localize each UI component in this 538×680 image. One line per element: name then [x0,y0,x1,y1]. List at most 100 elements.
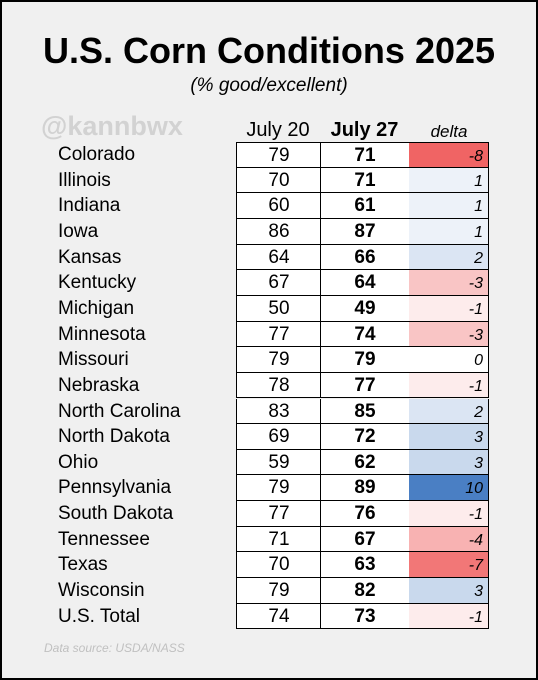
table-row: Wisconsin 79 82 3 [0,578,538,604]
july27-value: 61 [320,193,410,219]
july20-value: 64 [236,245,321,271]
delta-value: -1 [409,501,489,527]
column-header-july20: July 20 [236,119,320,142]
table-row: Kansas 64 66 2 [0,245,538,271]
july20-value: 60 [236,193,321,219]
july20-value: 79 [236,142,321,168]
delta-value: -1 [409,373,489,399]
july20-value: 59 [236,450,321,476]
july27-value: 71 [320,168,410,194]
table-row: Ohio 59 62 3 [0,450,538,476]
table-row: Texas 70 63 -7 [0,552,538,578]
state-name: Tennessee [58,527,150,553]
delta-value: 10 [409,475,489,501]
delta-value: -1 [409,604,489,630]
state-name: Texas [58,552,108,578]
july27-value: 67 [320,527,410,553]
table-row: Tennessee 71 67 -4 [0,527,538,553]
july27-value: 77 [320,373,410,399]
delta-value: 1 [409,168,489,194]
state-name: Kansas [58,245,121,271]
july20-value: 77 [236,501,321,527]
state-name: Illinois [58,168,111,194]
state-name: U.S. Total [58,604,140,630]
state-name: Iowa [58,219,98,245]
table-row: Indiana 60 61 1 [0,193,538,219]
column-header-july27: July 27 [320,119,409,142]
chart-title: U.S. Corn Conditions 2025 [0,30,538,72]
state-name: Colorado [58,142,135,168]
july20-value: 67 [236,270,321,296]
july20-value: 69 [236,424,321,450]
table-row: Missouri 79 79 0 [0,347,538,373]
july20-value: 71 [236,527,321,553]
delta-value: 1 [409,219,489,245]
state-name: Missouri [58,347,129,373]
july20-value: 70 [236,168,321,194]
delta-value: -3 [409,270,489,296]
july27-value: 71 [320,142,410,168]
column-header-delta: delta [409,122,489,142]
july20-value: 79 [236,347,321,373]
july27-value: 79 [320,347,410,373]
state-name: Wisconsin [58,578,145,604]
july20-value: 79 [236,578,321,604]
july27-value: 66 [320,245,410,271]
table-row: North Carolina 83 85 2 [0,399,538,425]
july20-value: 83 [236,399,321,425]
state-name: North Dakota [58,424,170,450]
july27-value: 89 [320,475,410,501]
state-name: South Dakota [58,501,173,527]
table-row: Minnesota 77 74 -3 [0,322,538,348]
delta-value: -1 [409,296,489,322]
july20-value: 74 [236,604,321,630]
state-name: North Carolina [58,399,181,425]
table-row: Kentucky 67 64 -3 [0,270,538,296]
table-row: Nebraska 78 77 -1 [0,373,538,399]
july20-value: 50 [236,296,321,322]
delta-value: -4 [409,527,489,553]
july27-value: 74 [320,322,410,348]
delta-value: 2 [409,399,489,425]
july20-value: 78 [236,373,321,399]
table-row: Illinois 70 71 1 [0,168,538,194]
delta-value: 0 [409,347,489,373]
chart-subtitle: (% good/excellent) [0,75,538,97]
july27-value: 82 [320,578,410,604]
july27-value: 87 [320,219,410,245]
delta-value: 3 [409,578,489,604]
state-name: Ohio [58,450,98,476]
state-name: Minnesota [58,322,146,348]
watermark: @kannbwx [41,111,183,142]
july27-value: 72 [320,424,410,450]
july20-value: 70 [236,552,321,578]
july27-value: 73 [320,604,410,630]
table-row: Michigan 50 49 -1 [0,296,538,322]
july27-value: 62 [320,450,410,476]
table-row: Iowa 86 87 1 [0,219,538,245]
july27-value: 76 [320,501,410,527]
delta-value: -8 [409,142,489,168]
delta-value: -3 [409,322,489,348]
july27-value: 63 [320,552,410,578]
table-row: South Dakota 77 76 -1 [0,501,538,527]
state-name: Indiana [58,193,120,219]
state-name: Pennsylvania [58,475,171,501]
table-row: U.S. Total 74 73 -1 [0,604,538,630]
delta-value: 1 [409,193,489,219]
july20-value: 77 [236,322,321,348]
july27-value: 49 [320,296,410,322]
july27-value: 64 [320,270,410,296]
delta-value: 3 [409,450,489,476]
table-row: Colorado 79 71 -8 [0,142,538,168]
data-source-note: Data source: USDA/NASS [44,641,185,655]
delta-value: 2 [409,245,489,271]
july27-value: 85 [320,399,410,425]
table-row: Pennsylvania 79 89 10 [0,475,538,501]
state-name: Nebraska [58,373,139,399]
delta-value: -7 [409,552,489,578]
state-name: Michigan [58,296,134,322]
july20-value: 79 [236,475,321,501]
july20-value: 86 [236,219,321,245]
state-name: Kentucky [58,270,136,296]
